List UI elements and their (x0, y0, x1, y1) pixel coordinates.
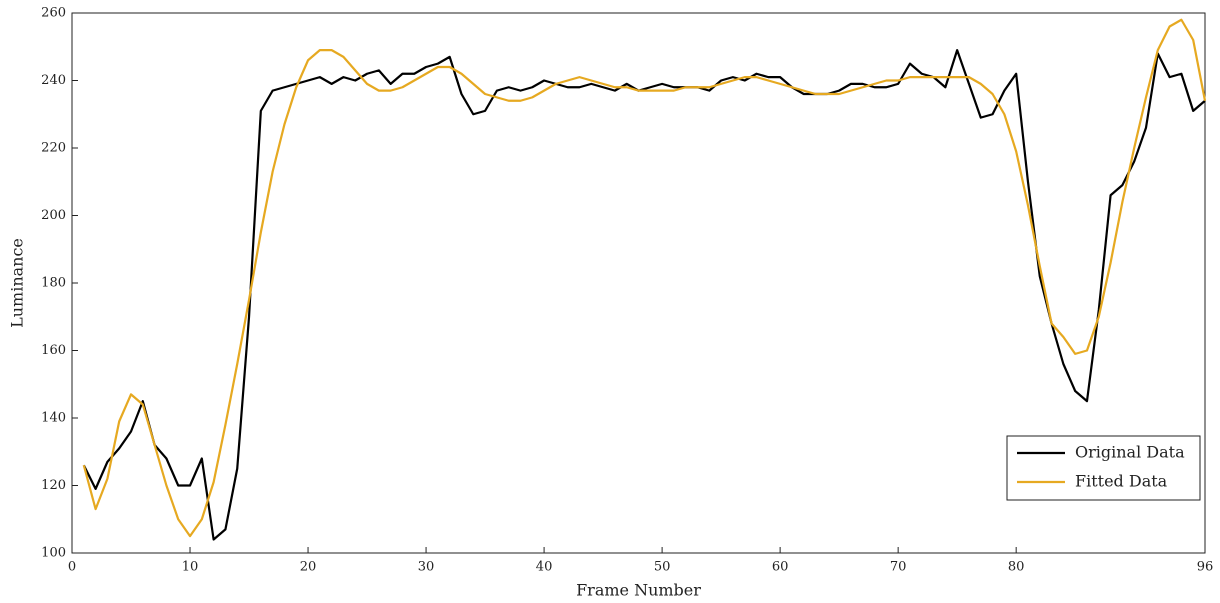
x-axis-title: Frame Number (576, 581, 701, 600)
y-tick-label: 120 (41, 478, 66, 493)
x-tick-label: 70 (890, 560, 907, 575)
y-tick-label: 100 (41, 546, 66, 561)
y-tick-label: 160 (41, 343, 66, 358)
x-tick-label: 30 (418, 560, 435, 575)
legend-label: Original Data (1075, 443, 1185, 462)
x-tick-label: 50 (654, 560, 671, 575)
y-tick-label: 260 (41, 6, 66, 21)
x-tick-label: 0 (68, 560, 76, 575)
y-tick-label: 180 (41, 276, 66, 291)
x-tick-label: 40 (536, 560, 553, 575)
legend-label: Fitted Data (1075, 472, 1168, 491)
x-tick-label: 10 (182, 560, 199, 575)
y-axis-title: Luminance (8, 238, 27, 328)
y-tick-label: 200 (41, 208, 66, 223)
y-tick-label: 140 (41, 411, 66, 426)
x-tick-label: 20 (300, 560, 317, 575)
x-tick-label: 80 (1008, 560, 1025, 575)
y-tick-label: 240 (41, 73, 66, 88)
legend-box (1006, 435, 1201, 501)
x-tick-label: 96 (1197, 560, 1214, 575)
x-tick-label: 60 (772, 560, 789, 575)
series-line (82, 18, 1207, 538)
series-line (82, 49, 1206, 541)
y-tick-label: 220 (41, 141, 66, 156)
